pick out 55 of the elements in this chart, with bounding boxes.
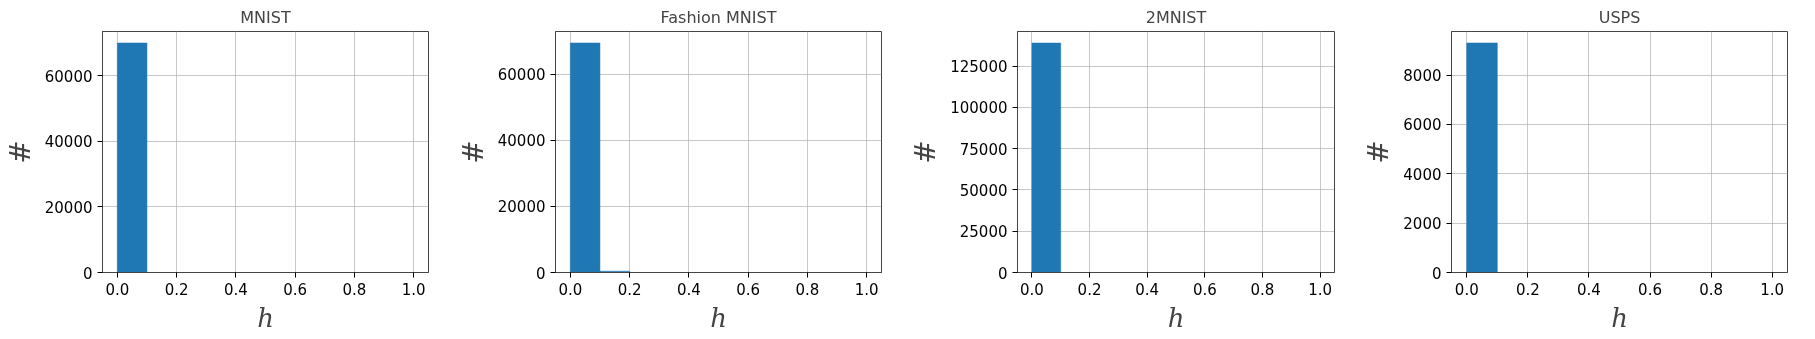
- x-tick-label: 0.8: [1250, 280, 1275, 299]
- chart-title: 2MNIST: [1145, 7, 1207, 27]
- x-tick-label: 0.2: [1515, 280, 1540, 299]
- y-tick-label: 6000: [1403, 116, 1442, 135]
- y-axis-title: #: [456, 140, 490, 164]
- x-tick-label: 0.6: [283, 280, 308, 299]
- y-tick-label: 50000: [959, 181, 1008, 200]
- x-axis-title: h: [1611, 302, 1628, 333]
- x-axis-title: h: [1167, 302, 1185, 333]
- x-tick-label: 0.2: [164, 280, 189, 299]
- y-axis-title: #: [909, 140, 943, 164]
- x-tick-label: 0.8: [795, 280, 820, 299]
- y-axis-title: #: [3, 140, 37, 164]
- x-axis-title: h: [710, 302, 727, 333]
- y-tick-label: 75000: [959, 140, 1008, 159]
- y-tick-label: 2000: [1403, 215, 1442, 234]
- y-tick-label: 60000: [44, 67, 93, 86]
- x-tick-label: 0.8: [1699, 280, 1724, 299]
- y-tick-label: 20000: [497, 198, 546, 217]
- x-tick-label: 0.4: [676, 280, 701, 299]
- y-tick-label: 60000: [497, 66, 546, 85]
- x-tick-label: 1.0: [1760, 280, 1785, 299]
- y-tick-label: 20000: [44, 198, 93, 217]
- x-tick-label: 0.0: [1019, 280, 1044, 299]
- x-axis-title: h: [257, 302, 274, 333]
- x-tick-label: 0.2: [1077, 280, 1102, 299]
- x-tick-label: 0.4: [1135, 280, 1160, 299]
- chart-title: USPS: [1598, 7, 1641, 27]
- y-tick-label: 100000: [950, 99, 1008, 118]
- x-tick-label: 0.8: [342, 280, 367, 299]
- x-tick-label: 0.6: [1638, 280, 1662, 299]
- y-tick-label: 40000: [497, 132, 546, 151]
- y-tick-label: 125000: [950, 58, 1008, 77]
- y-tick-label: 25000: [959, 223, 1008, 242]
- x-tick-label: 0.4: [1577, 280, 1601, 299]
- chart-title: Fashion MNIST: [660, 7, 777, 27]
- x-tick-label: 1.0: [401, 280, 426, 299]
- y-tick-label: 4000: [1403, 165, 1442, 184]
- x-tick-label: 0.6: [1192, 280, 1217, 299]
- x-tick-label: 0.4: [223, 280, 248, 299]
- x-tick-label: 0.0: [558, 280, 583, 299]
- y-tick-label: 0: [1431, 264, 1442, 283]
- y-tick-label: 8000: [1403, 67, 1442, 86]
- x-tick-label: 0.6: [736, 280, 761, 299]
- y-tick-label: 0: [997, 264, 1008, 283]
- x-tick-label: 1.0: [1308, 280, 1333, 299]
- y-tick-label: 0: [535, 264, 546, 283]
- x-tick-label: 1.0: [854, 280, 879, 299]
- y-tick-label: 40000: [44, 133, 93, 152]
- x-tick-label: 0.0: [1454, 280, 1479, 299]
- y-axis-title: #: [1362, 140, 1396, 164]
- x-tick-label: 0.2: [617, 280, 642, 299]
- x-tick-label: 0.0: [105, 280, 130, 299]
- y-tick-label: 0: [82, 264, 93, 283]
- chart-title: MNIST: [240, 7, 291, 27]
